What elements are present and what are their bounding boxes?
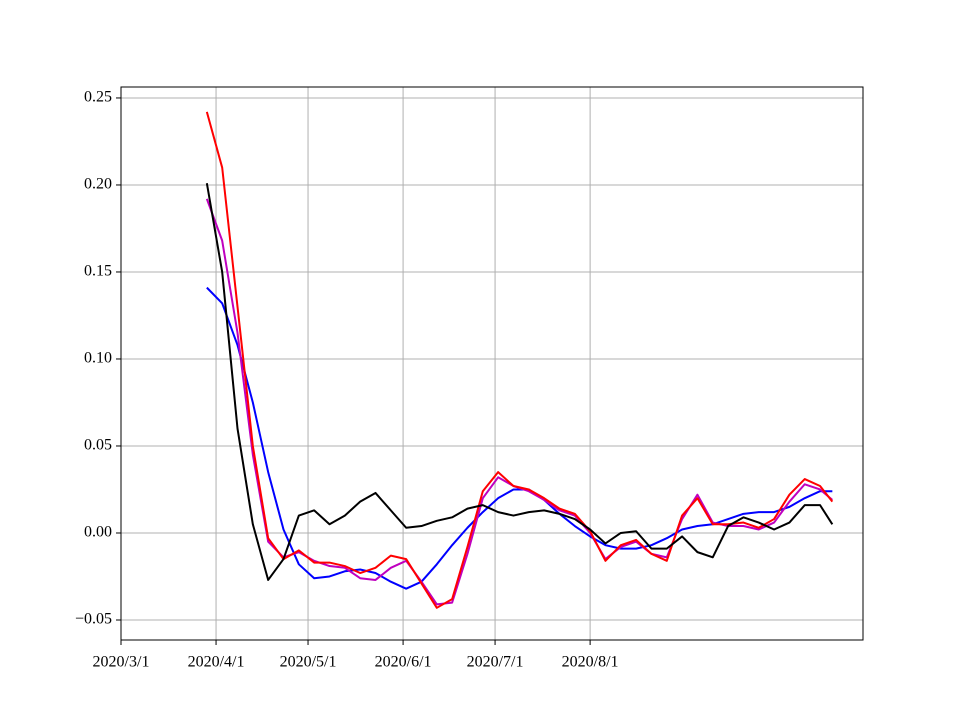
line (205, 183, 834, 581)
plot-frame (120, 86, 864, 641)
x-tick-label: 2020/7/1 (467, 654, 524, 671)
x-tick-label: 2020/3/1 (93, 654, 150, 671)
y-tick-label: 0.00 (84, 524, 112, 541)
y-tick-label: 0.20 (84, 176, 112, 193)
y-tick-label: 0.25 (84, 89, 112, 106)
line (206, 286, 833, 590)
y-tick-label: 0.05 (84, 437, 112, 454)
x-tick-label: 2020/8/1 (562, 654, 619, 671)
x-tick-label: 2020/4/1 (188, 654, 245, 671)
y-tick-label: 0.10 (84, 350, 112, 367)
y-tick-label: −0.05 (75, 611, 112, 628)
line (205, 198, 833, 606)
x-tick-label: 2020/6/1 (375, 654, 432, 671)
y-tick-label: 0.15 (84, 263, 112, 280)
x-tick-label: 2020/5/1 (280, 654, 337, 671)
